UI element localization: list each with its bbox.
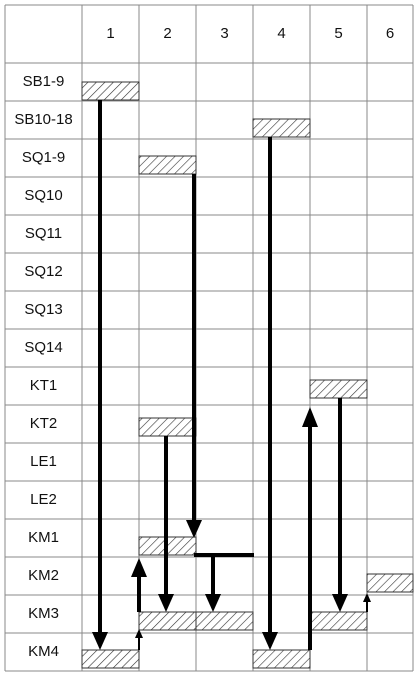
arrowhead xyxy=(205,594,221,612)
row-label: LE2 xyxy=(30,491,57,508)
row-label: SQ11 xyxy=(25,225,62,242)
hatched-bars xyxy=(81,81,414,669)
row-label: SQ1-9 xyxy=(22,149,65,166)
arrowhead xyxy=(135,629,143,638)
row-label: KM4 xyxy=(28,643,59,660)
arrowhead xyxy=(158,594,174,612)
arrowhead xyxy=(92,632,108,650)
row-label: KM3 xyxy=(28,605,59,622)
bar xyxy=(366,573,414,593)
column-header: 4 xyxy=(277,25,285,42)
bar xyxy=(138,611,197,631)
row-label: KM1 xyxy=(28,529,59,546)
arrowhead xyxy=(363,593,371,602)
arrowhead xyxy=(302,407,318,427)
row-label: SQ12 xyxy=(24,263,62,280)
row-label: LE1 xyxy=(30,453,57,470)
arrowhead xyxy=(332,594,348,612)
bar xyxy=(252,118,311,138)
bar xyxy=(195,611,254,631)
row-label: SQ10 xyxy=(24,187,62,204)
column-header: 5 xyxy=(334,25,342,42)
column-header: 6 xyxy=(386,25,394,42)
arrows xyxy=(92,100,371,650)
row-label: SB10-18 xyxy=(14,111,72,128)
bar xyxy=(81,81,140,101)
grid xyxy=(4,4,414,672)
labels: 1 2 3 4 5 6 SB1-9 SB10-18 SQ1-9 SQ10 SQ11 SQ12 SQ13 S… xyxy=(14,25,394,660)
arrowhead xyxy=(262,632,278,650)
row-label: SQ13 xyxy=(24,301,62,318)
column-header: 3 xyxy=(220,25,228,42)
row-label: KT1 xyxy=(30,377,58,394)
row-label: KM2 xyxy=(28,567,59,584)
bar xyxy=(252,649,311,669)
column-header: 2 xyxy=(163,25,171,42)
arrowhead xyxy=(186,520,202,538)
bar xyxy=(138,417,197,437)
column-header: 1 xyxy=(106,25,114,42)
bar xyxy=(309,611,368,631)
row-label: SB1-9 xyxy=(23,73,65,90)
row-label: KT2 xyxy=(30,415,58,432)
arrowhead xyxy=(131,558,147,577)
bar xyxy=(309,379,368,399)
row-label: SQ14 xyxy=(24,339,62,356)
bar xyxy=(138,155,197,175)
bar xyxy=(81,649,140,669)
